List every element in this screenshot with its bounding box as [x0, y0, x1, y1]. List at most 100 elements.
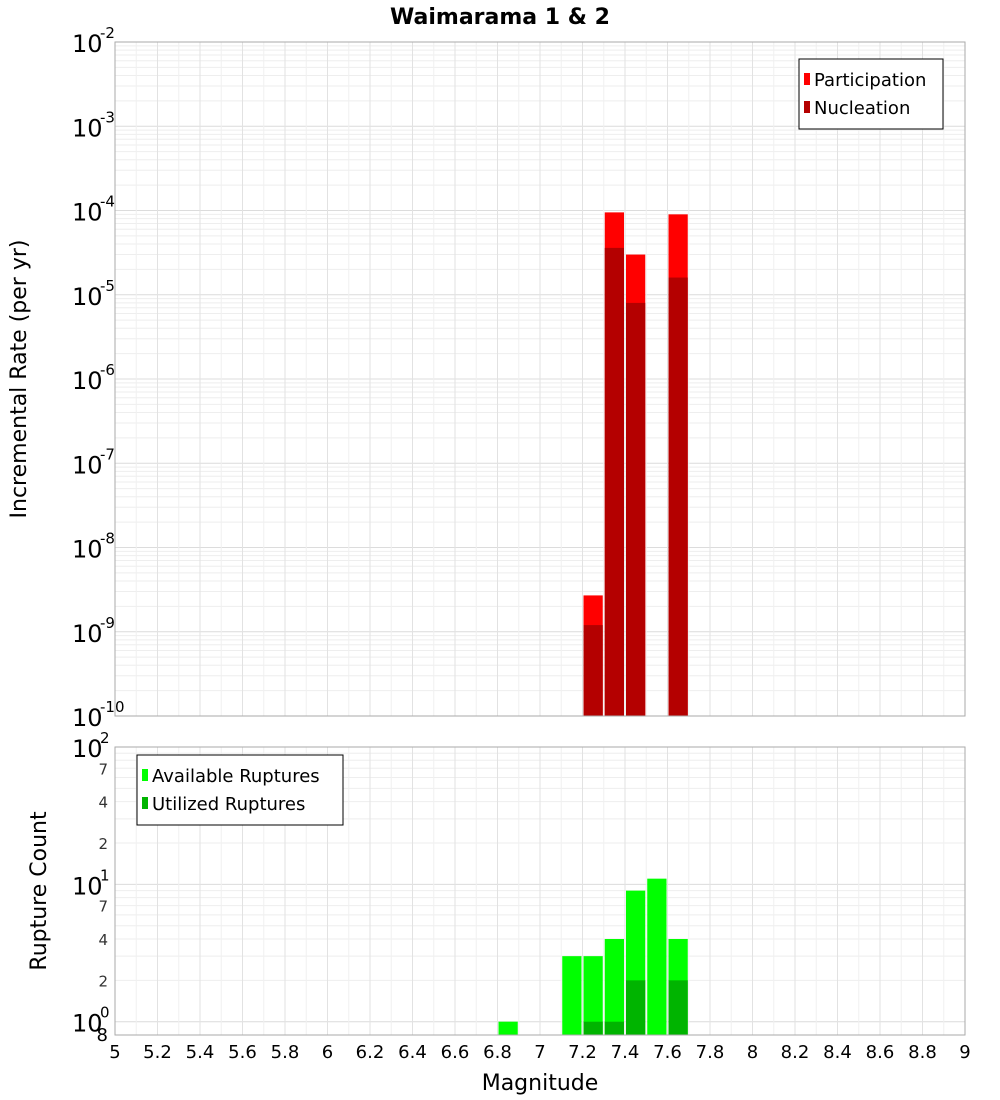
bottom-y-axis-title: Rupture Count — [27, 811, 52, 971]
x-tick-label: 6.8 — [483, 1042, 512, 1063]
x-tick-labels: 5 5.2 5.4 5.6 5.8 6 6.2 6.4 6.6 6.8 7 7.2 7.4 7.6 7.8 8… — [109, 1042, 970, 1063]
x-tick-label: 5.6 — [228, 1042, 257, 1063]
y-tick-label: 10-9 — [72, 614, 115, 648]
bar-nucleation — [604, 247, 624, 716]
y-tick-label: 10-6 — [72, 361, 115, 395]
top-plot-frame — [114, 41, 966, 717]
tick-exponent: -6 — [100, 361, 115, 379]
tick-exponent: 2 — [100, 729, 110, 747]
y-axis-min-label: 8 — [97, 1025, 108, 1046]
chart-title: Waimarama 1 & 2 — [390, 5, 610, 30]
x-tick-label: 6.4 — [398, 1042, 427, 1063]
x-tick-label: 5 — [109, 1042, 120, 1063]
legend-swatch — [804, 73, 810, 85]
x-tick-label: 9 — [959, 1042, 970, 1063]
bar-utilized-ruptures — [583, 1021, 603, 1035]
tick-base: 10 — [72, 620, 103, 648]
x-tick-label: 8.8 — [908, 1042, 937, 1063]
y-tick-label: 10-2 — [72, 24, 115, 58]
bar-available-ruptures — [604, 939, 624, 1035]
x-tick-label: 5.8 — [271, 1042, 300, 1063]
y-tick-label: 10-5 — [72, 277, 115, 311]
tick-base: 10 — [72, 30, 103, 58]
y-tick-label: 10-10 — [72, 698, 125, 732]
bar-available-ruptures — [647, 878, 667, 1035]
minor-tick-label: 2 — [98, 835, 108, 853]
legend-label: Nucleation — [814, 98, 910, 119]
x-axis-title: Magnitude — [482, 1071, 599, 1096]
tick-exponent: 1 — [100, 866, 110, 884]
bar-utilized-ruptures — [668, 980, 688, 1035]
tick-exponent: -8 — [100, 530, 115, 548]
tick-base: 10 — [72, 704, 103, 732]
legend-box — [136, 754, 344, 826]
bars-top — [583, 212, 688, 717]
bar-utilized-ruptures — [626, 980, 646, 1035]
x-tick-label: 6 — [322, 1042, 333, 1063]
y-tick-label: 100 — [72, 1004, 110, 1038]
tick-exponent: 0 — [100, 1004, 110, 1022]
tick-exponent: -2 — [100, 24, 115, 42]
bar-utilized-ruptures — [604, 1021, 624, 1035]
y-tick-label: 102 — [72, 729, 110, 763]
x-tick-label: 5.4 — [186, 1042, 215, 1063]
x-tick-label: 7.8 — [696, 1042, 725, 1063]
bar-available-ruptures — [562, 956, 582, 1035]
tick-base: 10 — [72, 536, 103, 564]
y-tick-label: 10-4 — [72, 193, 115, 227]
tick-exponent: -4 — [100, 193, 115, 211]
bar-available-ruptures — [498, 1021, 518, 1035]
legend-swatch — [142, 797, 148, 809]
bar-available-ruptures — [583, 956, 603, 1035]
x-tick-label: 7.2 — [568, 1042, 597, 1063]
tick-base: 10 — [72, 1010, 103, 1038]
x-tick-label: 6.6 — [441, 1042, 470, 1063]
y-tick-label: 101 — [72, 866, 110, 900]
x-tick-label: 7 — [534, 1042, 545, 1063]
bars-bottom — [498, 878, 688, 1035]
y-tick-label: 10-7 — [72, 445, 115, 479]
legend-swatch — [804, 101, 810, 113]
x-tick-label: 8 — [747, 1042, 758, 1063]
x-tick-label: 8.4 — [823, 1042, 852, 1063]
bar-nucleation — [668, 277, 688, 716]
minor-tick-label: 4 — [98, 931, 108, 949]
x-tick-label: 8.2 — [781, 1042, 810, 1063]
x-tick-label: 7.6 — [653, 1042, 682, 1063]
minor-tick-label: 2 — [98, 972, 108, 990]
x-tick-label: 7.4 — [611, 1042, 640, 1063]
bar-nucleation — [626, 302, 646, 716]
tick-base: 10 — [72, 451, 103, 479]
tick-base: 10 — [72, 872, 103, 900]
y-tick-label: 10-3 — [72, 108, 115, 142]
minor-tick-label: 4 — [98, 794, 108, 812]
tick-base: 10 — [72, 199, 103, 227]
minor-tick-label: 7 — [98, 898, 108, 916]
tick-exponent: -5 — [100, 277, 115, 295]
legend-label: Available Ruptures — [152, 766, 320, 787]
legend-top: Participation Nucleation — [798, 58, 944, 130]
legend-label: Participation — [814, 70, 926, 91]
legend-label: Utilized Ruptures — [152, 794, 305, 815]
bottom-plot-frame — [114, 746, 966, 1036]
minor-tick-label: 7 — [98, 760, 108, 778]
tick-exponent: -9 — [100, 614, 115, 632]
tick-exponent: -10 — [100, 698, 125, 716]
tick-exponent: -3 — [100, 108, 115, 126]
bar-nucleation — [583, 625, 603, 716]
top-panel-grid — [114, 42, 966, 716]
top-y-axis-title: Incremental Rate (per yr) — [7, 240, 32, 519]
x-tick-label: 6.2 — [356, 1042, 385, 1063]
x-tick-label: 5.2 — [143, 1042, 172, 1063]
legend-swatch — [142, 769, 148, 781]
top-y-tick-labels: 10-210-310-410-510-610-710-810-910-10 — [72, 24, 125, 732]
x-tick-label: 8.6 — [866, 1042, 895, 1063]
legend-bottom: Available Ruptures Utilized Ruptures — [136, 754, 344, 826]
tick-exponent: -7 — [100, 445, 115, 463]
tick-base: 10 — [72, 367, 103, 395]
legend-box — [798, 58, 944, 130]
y-tick-label: 10-8 — [72, 530, 115, 564]
tick-base: 10 — [72, 283, 103, 311]
